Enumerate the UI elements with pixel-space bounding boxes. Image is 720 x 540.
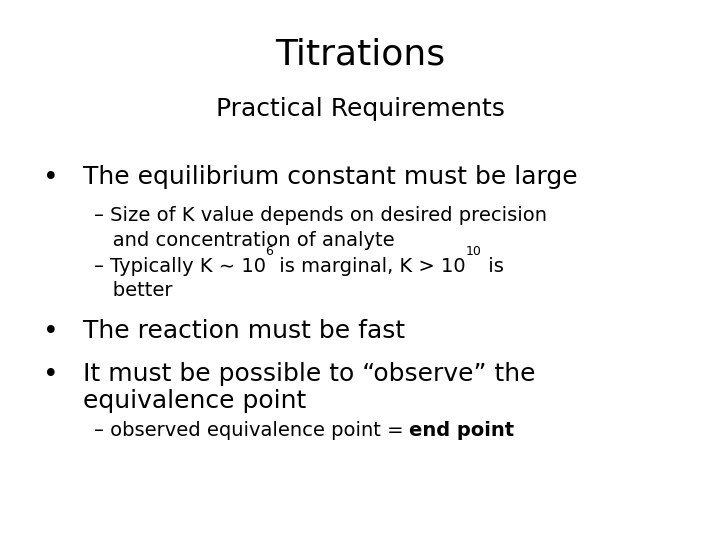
- Text: Practical Requirements: Practical Requirements: [215, 97, 505, 121]
- Text: 10: 10: [466, 245, 482, 258]
- Text: equivalence point: equivalence point: [83, 389, 306, 413]
- Text: It must be possible to “observe” the: It must be possible to “observe” the: [83, 362, 535, 386]
- Text: •: •: [43, 319, 59, 345]
- Text: is: is: [482, 256, 504, 275]
- Text: Titrations: Titrations: [275, 38, 445, 72]
- Text: and concentration of analyte: and concentration of analyte: [94, 231, 395, 250]
- Text: – observed equivalence point =: – observed equivalence point =: [94, 421, 410, 440]
- Text: – Typically K ∼ 10: – Typically K ∼ 10: [94, 256, 266, 275]
- Text: 6: 6: [266, 245, 274, 258]
- Text: end point: end point: [410, 421, 515, 440]
- Text: better: better: [94, 281, 172, 300]
- Text: is marginal, K > 10: is marginal, K > 10: [274, 256, 466, 275]
- Text: – Size of K value depends on desired precision: – Size of K value depends on desired pre…: [94, 206, 546, 225]
- Text: •: •: [43, 362, 59, 388]
- Text: •: •: [43, 165, 59, 191]
- Text: The equilibrium constant must be large: The equilibrium constant must be large: [83, 165, 577, 188]
- Text: The reaction must be fast: The reaction must be fast: [83, 319, 405, 342]
